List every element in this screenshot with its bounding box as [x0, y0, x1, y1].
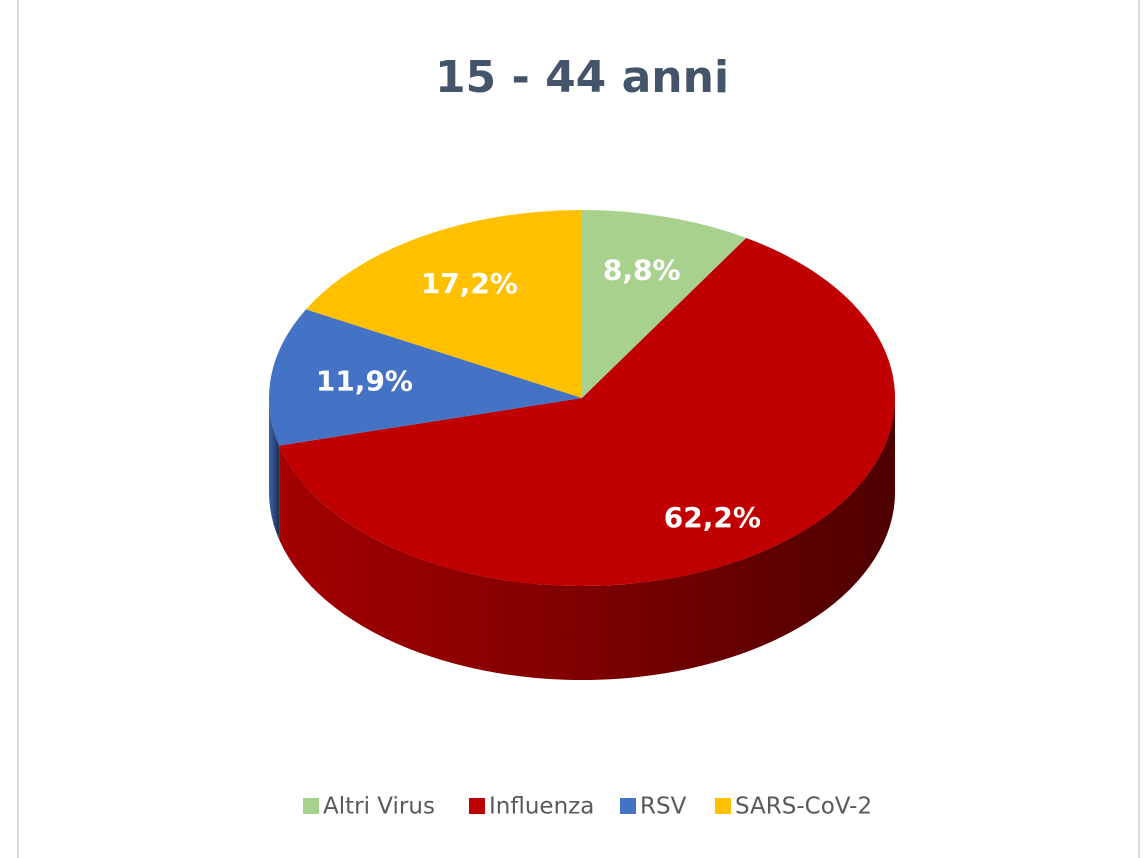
- slice: [279, 237, 896, 587]
- legend-label: RSV: [640, 794, 687, 820]
- legend-label: Influenza: [489, 794, 594, 820]
- data-label: 11,9%: [316, 365, 413, 398]
- legend-swatch: [469, 798, 485, 814]
- data-label: 8,8%: [603, 253, 681, 286]
- slice: [582, 210, 747, 398]
- slice-side-shade: [279, 398, 896, 680]
- legend-swatch: [620, 798, 636, 814]
- legend-swatch: [715, 798, 731, 814]
- legend-label: SARS-CoV-2: [735, 794, 872, 820]
- legend-swatch: [303, 798, 319, 814]
- data-label: 17,2%: [421, 267, 518, 300]
- data-label: 62,2%: [664, 501, 761, 534]
- legend-label: Altri Virus: [323, 794, 435, 820]
- slice: [269, 309, 582, 446]
- chart-title: 15 - 44 anni: [435, 52, 729, 103]
- slice: [306, 210, 582, 398]
- slice-side-shade: [269, 398, 280, 540]
